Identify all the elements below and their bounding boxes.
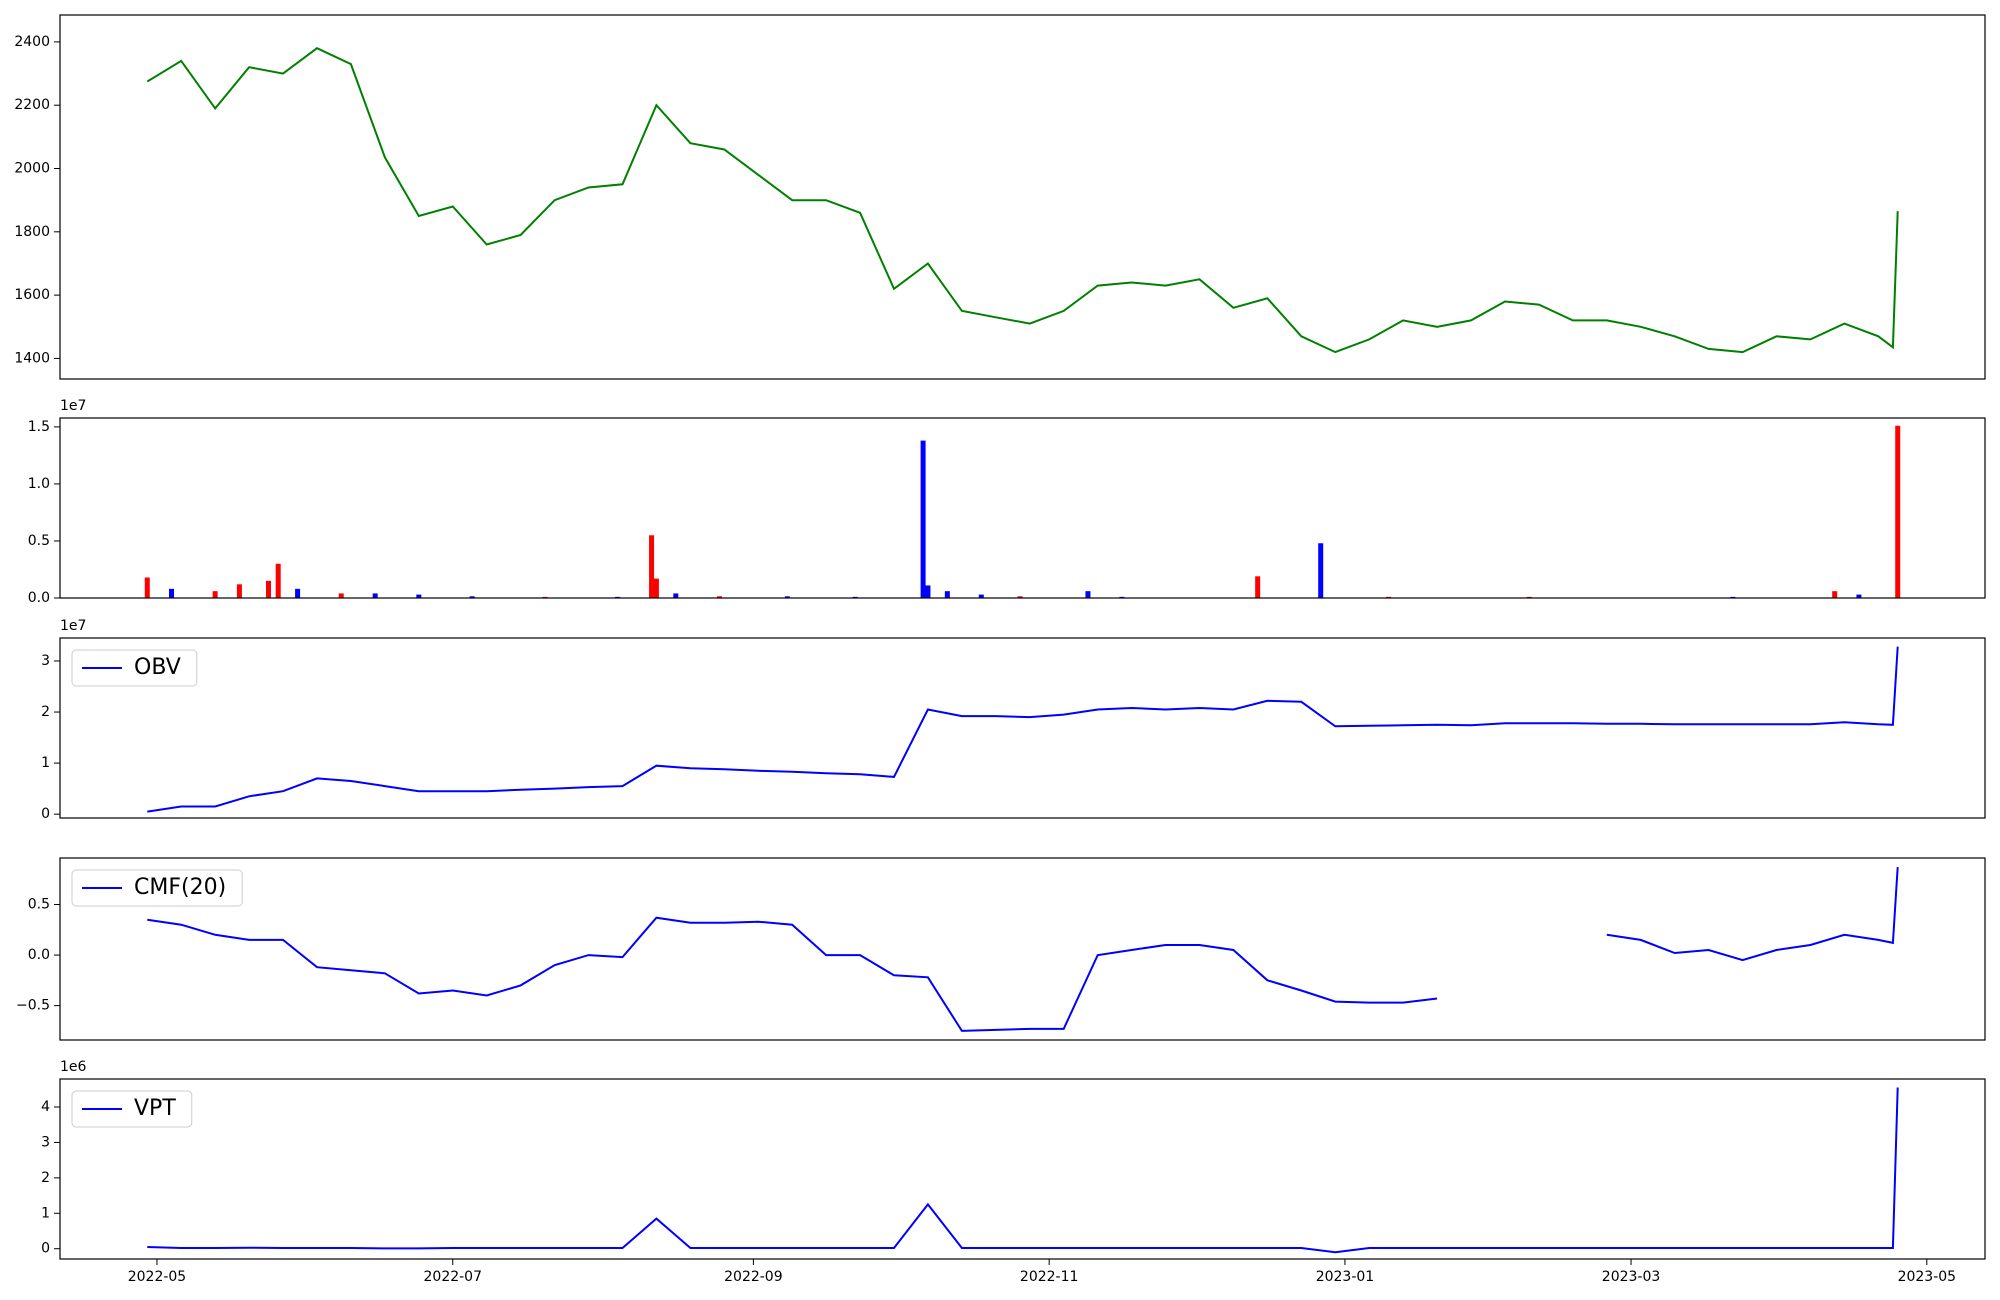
y-tick-label: 1.0 — [28, 476, 50, 492]
volume-bar — [236, 584, 242, 598]
data-line — [147, 1087, 1899, 1254]
x-tick-label: 2023-01 — [1316, 1269, 1375, 1285]
y-tick-label: 0.0 — [28, 947, 50, 963]
volume-bar — [275, 563, 281, 598]
volume-bar — [944, 591, 950, 598]
x-tick-label: 2022-11 — [1020, 1269, 1079, 1285]
volume-bar — [212, 591, 218, 598]
legend-box — [71, 869, 243, 907]
volume-bar — [1895, 425, 1901, 598]
volume-bar — [978, 594, 984, 598]
volume-bar — [925, 585, 931, 598]
y-tick-label: 2 — [41, 704, 50, 720]
x-tick-label: 2023-03 — [1602, 1269, 1661, 1285]
volume-bar — [1085, 591, 1091, 598]
volume-bar — [1856, 594, 1862, 598]
volume-bar — [266, 580, 272, 598]
y-tick-label: 1400 — [14, 350, 50, 366]
y-tick-label: 1.5 — [28, 419, 50, 435]
plot-frame — [59, 14, 1986, 380]
x-tick-label: 2022-07 — [424, 1269, 483, 1285]
volume-bar — [653, 578, 659, 598]
y-tick-label: 1600 — [14, 287, 50, 303]
legend-box — [71, 649, 198, 687]
y-tick-label: 1 — [41, 755, 50, 771]
y-tick-label: 2200 — [14, 97, 50, 113]
volume-bar — [469, 596, 475, 598]
volume-bar — [920, 440, 926, 598]
volume-bar — [1318, 543, 1324, 598]
y-tick-label: 0.0 — [28, 590, 50, 606]
y-tick-label: 4 — [41, 1099, 50, 1115]
offset-label: 1e7 — [60, 618, 86, 634]
y-tick-label: −0.5 — [16, 998, 50, 1014]
volume-bar — [338, 593, 344, 598]
y-tick-label: 2000 — [14, 161, 50, 177]
legend-label: OBV — [134, 655, 181, 680]
x-tick-label: 2023-05 — [1898, 1269, 1957, 1285]
y-tick-label: 2400 — [14, 34, 50, 50]
plot-frame — [59, 857, 1986, 1041]
volume-bar — [1255, 576, 1261, 598]
volume-bar — [416, 594, 422, 598]
volume-bar — [716, 596, 722, 598]
plot-frame — [59, 417, 1986, 599]
volume-bar — [784, 596, 790, 598]
y-tick-label: 0.5 — [28, 897, 50, 913]
volume-bar — [295, 588, 301, 598]
y-tick-label: 1 — [41, 1205, 50, 1221]
y-tick-label: 1800 — [14, 224, 50, 240]
y-tick-label: 0 — [41, 806, 50, 822]
volume-bar — [649, 535, 655, 598]
legend-label: CMF(20) — [134, 875, 226, 900]
offset-label: 1e6 — [60, 1059, 87, 1075]
volume-bar — [144, 577, 150, 598]
y-tick-label: 0.5 — [28, 533, 50, 549]
y-tick-label: 3 — [41, 1134, 50, 1150]
volume-bar — [673, 593, 679, 598]
legend-label: VPT — [134, 1096, 176, 1121]
volume-bar — [372, 593, 378, 598]
volume-bar — [1017, 596, 1023, 598]
data-line — [147, 867, 1899, 1032]
y-tick-label: 2 — [41, 1170, 50, 1186]
plot-frame — [59, 637, 1986, 819]
data-line — [147, 646, 1899, 813]
offset-label: 1e7 — [60, 398, 86, 414]
y-tick-label: 0 — [41, 1241, 50, 1257]
x-tick-label: 2022-09 — [724, 1269, 783, 1285]
data-line — [146, 47, 1899, 354]
plot-frame — [59, 1078, 1986, 1260]
volume-bar — [1832, 591, 1838, 598]
x-tick-label: 2022-05 — [128, 1269, 187, 1285]
legend-box — [71, 1090, 193, 1128]
volume-bar — [169, 588, 175, 598]
y-tick-label: 3 — [41, 653, 50, 669]
